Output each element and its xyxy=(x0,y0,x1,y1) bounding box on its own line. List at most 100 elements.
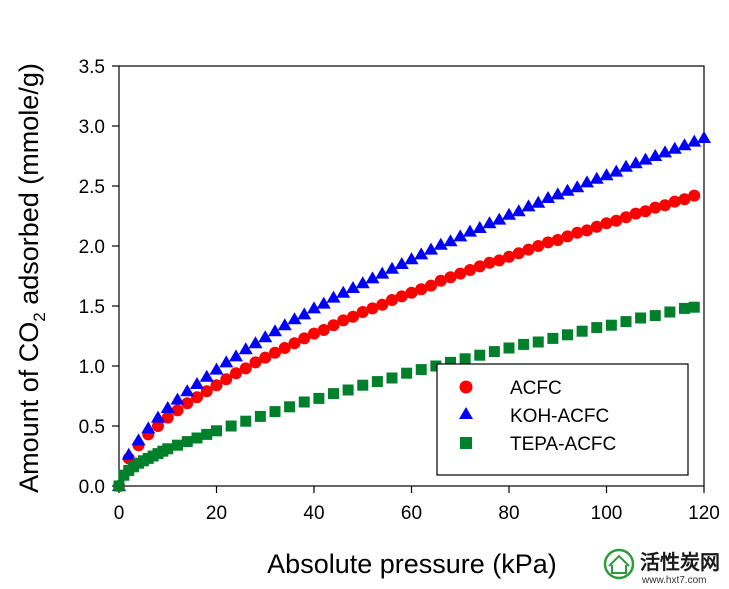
data-point xyxy=(190,377,204,389)
data-point xyxy=(211,425,222,437)
y-tick-label: 3.5 xyxy=(79,57,105,78)
data-point xyxy=(570,180,585,193)
data-point xyxy=(326,290,341,303)
data-point xyxy=(209,362,224,375)
data-point xyxy=(472,221,487,233)
data-point xyxy=(609,164,624,177)
legend-marker-acfc xyxy=(459,380,473,394)
x-tick-label: 100 xyxy=(591,503,623,524)
data-point xyxy=(347,310,359,323)
data-point xyxy=(239,362,252,375)
data-point xyxy=(493,254,506,267)
x-tick-label: 0 xyxy=(114,503,125,524)
data-point xyxy=(434,274,447,287)
data-point xyxy=(511,204,526,217)
data-point xyxy=(531,195,546,208)
data-point xyxy=(230,367,242,380)
data-point xyxy=(503,342,515,354)
data-point xyxy=(240,415,252,427)
watermark-logo: 活性炭网 www.hxt7.com xyxy=(603,548,720,586)
y-tick-label: 0.5 xyxy=(79,417,105,438)
data-point xyxy=(160,401,175,413)
x-tick-label: 40 xyxy=(303,503,324,524)
data-point xyxy=(589,171,604,184)
data-point xyxy=(375,266,390,279)
data-point xyxy=(697,131,711,143)
data-point xyxy=(576,325,588,337)
data-point xyxy=(277,318,292,331)
data-point xyxy=(308,327,320,340)
watermark-text: 活性炭网 xyxy=(640,551,720,574)
data-point xyxy=(229,349,243,362)
data-point xyxy=(620,211,632,224)
data-point xyxy=(113,480,125,492)
data-point xyxy=(620,316,632,328)
x-axis-title: Absolute pressure (kPa) xyxy=(267,549,557,579)
data-point xyxy=(619,159,633,172)
data-point xyxy=(376,298,389,311)
data-point xyxy=(648,149,663,161)
data-point xyxy=(401,367,413,379)
data-point xyxy=(518,338,530,350)
data-point xyxy=(649,310,661,322)
data-point xyxy=(386,372,398,384)
data-point xyxy=(521,199,536,212)
data-point xyxy=(249,356,262,369)
data-point xyxy=(219,355,234,368)
data-point xyxy=(365,271,380,284)
data-point xyxy=(181,436,193,448)
data-point xyxy=(430,360,442,372)
data-point xyxy=(649,201,662,214)
data-point xyxy=(220,373,233,386)
data-point xyxy=(225,420,237,432)
data-point xyxy=(316,296,331,309)
data-point xyxy=(357,379,369,391)
data-point xyxy=(371,376,383,388)
data-point xyxy=(171,404,184,417)
data-point xyxy=(327,319,340,332)
data-point xyxy=(317,324,330,336)
series-acfc xyxy=(113,189,701,492)
data-point xyxy=(503,250,515,263)
data-point xyxy=(336,285,351,298)
data-point xyxy=(288,337,301,350)
data-point xyxy=(268,324,282,337)
data-point xyxy=(386,294,398,306)
data-point xyxy=(512,247,525,260)
x-tick-label: 20 xyxy=(206,503,227,524)
watermark-url: www.hxt7.com xyxy=(641,575,706,586)
data-point xyxy=(560,183,575,196)
legend-box xyxy=(436,363,689,476)
data-point xyxy=(677,138,692,151)
data-point xyxy=(191,391,203,404)
x-tick-label: 80 xyxy=(498,503,519,524)
data-point xyxy=(688,189,701,202)
data-point xyxy=(162,443,174,455)
data-point xyxy=(356,306,369,318)
y-axis-title-subscript: 2 xyxy=(30,312,49,321)
data-point xyxy=(424,242,438,255)
data-point xyxy=(459,353,471,365)
data-point xyxy=(547,332,559,344)
data-point xyxy=(532,336,544,348)
data-point xyxy=(172,439,183,451)
data-point xyxy=(201,428,213,440)
data-point xyxy=(191,432,203,444)
data-point xyxy=(605,319,617,331)
data-point xyxy=(562,329,573,341)
data-point xyxy=(415,364,427,376)
legend: ACFC KOH-ACFC TEPA-ACFC xyxy=(436,363,689,476)
data-point xyxy=(541,191,555,203)
y-tick-label: 1.0 xyxy=(79,357,105,378)
data-point xyxy=(415,283,428,296)
data-point xyxy=(269,346,281,359)
data-point xyxy=(307,301,321,314)
data-point xyxy=(298,332,311,345)
y-tick-label: 3.0 xyxy=(79,117,105,138)
data-point xyxy=(199,369,214,382)
data-point xyxy=(254,410,266,422)
series-layer xyxy=(112,131,711,492)
data-point xyxy=(298,396,310,408)
data-point xyxy=(591,322,603,334)
data-point xyxy=(170,392,185,405)
